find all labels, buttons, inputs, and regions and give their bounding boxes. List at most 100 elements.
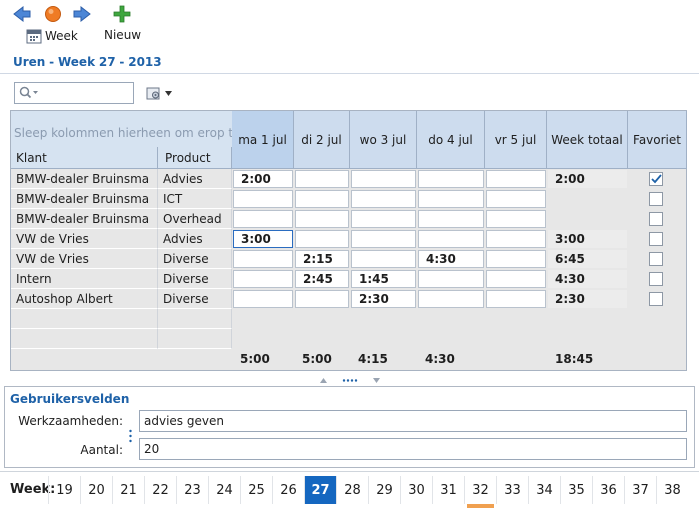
hour-cell-wo[interactable]: 2:30 — [351, 290, 416, 308]
forward-arrow-icon[interactable] — [72, 4, 92, 24]
hour-cell-di[interactable] — [295, 190, 349, 208]
cell-klant[interactable]: BMW-dealer Bruinsma — [11, 209, 158, 229]
column-header-day[interactable]: ma 1 jul — [232, 111, 294, 169]
hour-cell-ma[interactable] — [233, 250, 293, 268]
hour-cell-do[interactable] — [418, 270, 484, 288]
cell-klant[interactable]: BMW-dealer Bruinsma — [11, 189, 158, 209]
week-item[interactable]: 36 — [592, 476, 624, 504]
chevron-down-icon[interactable] — [373, 377, 380, 383]
week-item[interactable]: 24 — [208, 476, 240, 504]
favoriet-checkbox[interactable] — [649, 172, 663, 186]
hour-cell-ma[interactable] — [233, 270, 293, 288]
week-item[interactable]: 31 — [432, 476, 464, 504]
column-header-day[interactable]: vr 5 jul — [485, 111, 547, 169]
hour-cell-vr[interactable] — [486, 270, 546, 288]
hour-cell-do[interactable]: 4:30 — [418, 250, 484, 268]
werkzaamheden-input[interactable]: advies geven — [139, 410, 687, 432]
week-item[interactable]: 38 — [656, 476, 688, 504]
favoriet-checkbox[interactable] — [649, 212, 663, 226]
cell-product[interactable]: Diverse — [158, 249, 232, 269]
back-arrow-icon[interactable] — [12, 4, 32, 24]
cell-klant[interactable]: VW de Vries — [11, 229, 158, 249]
hour-cell-wo[interactable] — [351, 250, 416, 268]
column-header-day[interactable]: wo 3 jul — [350, 111, 417, 169]
favoriet-checkbox[interactable] — [649, 292, 663, 306]
hour-cell-di[interactable] — [295, 230, 349, 248]
hour-cell-vr[interactable] — [486, 230, 546, 248]
new-button[interactable]: Nieuw — [104, 28, 141, 42]
week-item[interactable]: 33 — [496, 476, 528, 504]
cell-klant[interactable]: Autoshop Albert — [11, 289, 158, 309]
search-input[interactable] — [14, 82, 134, 104]
week-item[interactable]: 29 — [368, 476, 400, 504]
cell-product[interactable]: Diverse — [158, 289, 232, 309]
hour-cell-wo[interactable] — [351, 170, 416, 188]
hour-cell-ma[interactable] — [233, 190, 293, 208]
week-item[interactable]: 26 — [272, 476, 304, 504]
cell-klant[interactable]: VW de Vries — [11, 249, 158, 269]
hour-cell-do[interactable] — [418, 290, 484, 308]
home-circle-icon[interactable] — [43, 4, 63, 24]
favoriet-checkbox[interactable] — [649, 252, 663, 266]
hour-cell-vr[interactable] — [486, 250, 546, 268]
hour-cell-wo[interactable] — [351, 230, 416, 248]
week-item[interactable]: 28 — [336, 476, 368, 504]
cell-product[interactable]: ICT — [158, 189, 232, 209]
cell-product[interactable]: Advies — [158, 229, 232, 249]
cell-product[interactable]: Diverse — [158, 269, 232, 289]
chevron-up-icon[interactable] — [320, 377, 327, 383]
hour-cell-do[interactable] — [418, 190, 484, 208]
cell-product[interactable]: Advies — [158, 169, 232, 189]
hour-cell-wo[interactable] — [351, 190, 416, 208]
column-header-product[interactable]: Product — [158, 147, 232, 169]
hour-cell-wo[interactable]: 1:45 — [351, 270, 416, 288]
favoriet-checkbox[interactable] — [649, 192, 663, 206]
group-by-drop-area[interactable]: Sleep kolommen hierheen om erop te — [11, 111, 232, 147]
hour-cell-do[interactable] — [418, 170, 484, 188]
cell-product[interactable]: Overhead — [158, 209, 232, 229]
grid-settings-button[interactable] — [146, 84, 176, 102]
hour-cell-ma[interactable] — [233, 290, 293, 308]
plus-icon[interactable] — [112, 4, 132, 24]
favoriet-checkbox[interactable] — [649, 272, 663, 286]
aantal-input[interactable]: 20 — [139, 438, 687, 460]
week-item[interactable]: 30 — [400, 476, 432, 504]
hour-cell-wo[interactable] — [351, 210, 416, 228]
splitter-handle[interactable] — [320, 376, 380, 384]
hour-cell-ma[interactable] — [233, 210, 293, 228]
hour-cell-ma[interactable]: 3:00 — [233, 230, 293, 248]
week-item[interactable]: 32 — [464, 476, 496, 508]
week-item[interactable]: 25 — [240, 476, 272, 504]
hour-cell-do[interactable] — [418, 210, 484, 228]
week-item[interactable]: 37 — [624, 476, 656, 504]
week-item[interactable]: 23 — [176, 476, 208, 504]
hour-cell-di[interactable] — [295, 290, 349, 308]
week-item[interactable]: 20 — [80, 476, 112, 504]
cell-klant[interactable]: BMW-dealer Bruinsma — [11, 169, 158, 189]
resize-grip-icon[interactable] — [129, 429, 132, 443]
column-header-day[interactable]: di 2 jul — [294, 111, 350, 169]
week-button[interactable]: Week — [26, 28, 78, 44]
week-item[interactable]: 22 — [144, 476, 176, 504]
column-header-day[interactable]: do 4 jul — [417, 111, 485, 169]
column-header-week-total[interactable]: Week totaal — [547, 111, 628, 169]
hour-cell-di[interactable]: 2:15 — [295, 250, 349, 268]
favoriet-checkbox[interactable] — [649, 232, 663, 246]
column-header-klant[interactable]: Klant — [11, 147, 158, 169]
hour-cell-di[interactable]: 2:45 — [295, 270, 349, 288]
hour-cell-di[interactable] — [295, 170, 349, 188]
hour-cell-do[interactable] — [418, 230, 484, 248]
week-item[interactable]: 27 — [304, 476, 336, 504]
week-item[interactable]: 35 — [560, 476, 592, 504]
column-header-favoriet[interactable]: Favoriet — [628, 111, 687, 169]
hour-cell-vr[interactable] — [486, 290, 546, 308]
hour-cell-ma[interactable]: 2:00 — [233, 170, 293, 188]
cell-klant[interactable]: Intern — [11, 269, 158, 289]
week-item[interactable]: 21 — [112, 476, 144, 504]
hour-cell-vr[interactable] — [486, 190, 546, 208]
hour-cell-di[interactable] — [295, 210, 349, 228]
week-item[interactable]: 34 — [528, 476, 560, 504]
hour-cell-vr[interactable] — [486, 170, 546, 188]
hour-cell-vr[interactable] — [486, 210, 546, 228]
week-item[interactable]: 19 — [48, 476, 80, 504]
